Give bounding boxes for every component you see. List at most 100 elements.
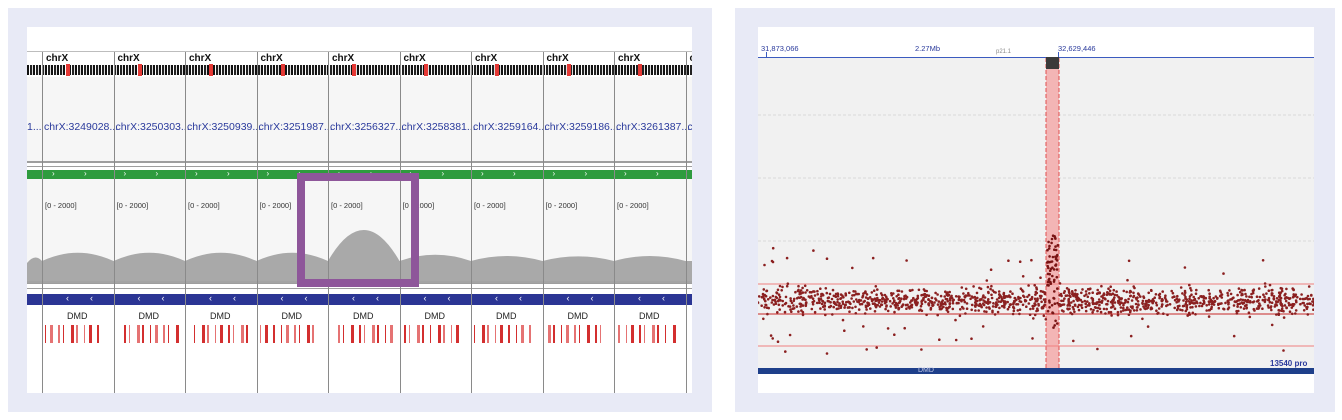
exon-mark <box>215 325 216 343</box>
locus-label[interactable]: chrX:3259186... <box>544 121 619 133</box>
gene-label[interactable]: DMD <box>138 311 160 321</box>
data-range-label: [0 - 2000] <box>116 201 149 210</box>
column-chrom-label[interactable]: chrX <box>475 53 498 64</box>
locus-label[interactable]: chrX:3261387... <box>616 121 691 133</box>
exon-mark <box>71 325 74 343</box>
exon-mark <box>89 325 92 343</box>
exon-mark <box>298 325 300 343</box>
exon-mark <box>228 325 230 343</box>
exon-mark <box>285 325 289 343</box>
exon-mark <box>311 325 314 343</box>
column-separator <box>42 52 43 393</box>
exon-mark <box>408 325 410 343</box>
locus-label[interactable]: chrX:3256327... <box>330 121 405 133</box>
ideogram-position-marker <box>280 64 285 76</box>
column-chrom-label[interactable]: chrX <box>546 53 569 64</box>
ruler-tick-left <box>766 52 767 57</box>
locus-area <box>27 77 692 161</box>
ruler-right-label: 32,629,446 <box>1058 44 1096 53</box>
locus-label[interactable]: chrX:3250939... <box>187 121 262 133</box>
forward-arrow-icon: › <box>624 169 627 178</box>
exon-mark <box>416 325 420 343</box>
gene-label[interactable]: DMD <box>67 311 88 321</box>
reverse-arrow-icon: ‹ <box>280 293 284 303</box>
exon-mark <box>500 325 503 343</box>
forward-arrow-icon: › <box>155 169 159 178</box>
exon-mark <box>293 325 296 343</box>
column-chrom-label[interactable]: chrX <box>46 53 69 64</box>
exon-mark <box>272 325 275 343</box>
exon-mark <box>149 325 151 343</box>
locus-label[interactable]: chrX:3250303... <box>115 121 190 133</box>
data-range-label: [0 - 2000] <box>617 201 649 210</box>
locus-label-partial-first: 1... <box>27 121 42 133</box>
exon-mark <box>306 325 310 343</box>
exon-mark <box>578 325 580 343</box>
column-chrom-label[interactable]: chrX <box>117 53 140 64</box>
cytoband-label: p21.1 <box>996 49 1012 55</box>
forward-arrow-icon: › <box>656 169 659 178</box>
scatter-points <box>758 234 1314 355</box>
highlighted-region <box>1046 58 1059 368</box>
exon-mark <box>128 325 130 343</box>
exon-mark <box>202 325 205 343</box>
reverse-arrow-icon: ‹ <box>233 293 236 303</box>
locus-label[interactable]: chrX:3249028... <box>44 121 119 133</box>
exon-mark <box>652 325 655 343</box>
exon-mark <box>280 325 282 343</box>
locus-label[interactable]: chrX:3251987... <box>258 121 333 133</box>
forward-arrow-icon: › <box>266 169 270 178</box>
exon-mark <box>547 325 551 343</box>
column-chrom-label[interactable]: chrX <box>403 53 426 64</box>
track-divider <box>27 161 692 163</box>
exon-mark <box>50 325 53 343</box>
reverse-arrow-icon: ‹ <box>423 293 427 303</box>
column-chrom-label[interactable]: chrX <box>332 53 355 64</box>
column-chrom-label[interactable]: c <box>690 53 693 64</box>
exon-mark <box>162 325 165 343</box>
column-chrom-label[interactable]: chrX <box>189 53 212 64</box>
ruler-area <box>758 27 1314 57</box>
column-chrom-label[interactable]: chrX <box>260 53 283 64</box>
gene-label[interactable]: DMD <box>281 311 303 321</box>
locus-label[interactable]: chrX:3259164... <box>473 121 548 133</box>
reverse-strand-track <box>27 294 692 305</box>
reverse-arrow-icon: ‹ <box>304 293 308 303</box>
reverse-arrow-icon: ‹ <box>137 293 141 303</box>
forward-arrow-icon: › <box>513 169 516 178</box>
exon-mark <box>220 325 223 343</box>
exon-mark <box>586 325 590 343</box>
gene-label[interactable]: DMD <box>353 311 374 321</box>
exon-mark <box>45 325 46 343</box>
exon-mark <box>390 325 393 343</box>
locus-label-partial-last[interactable]: c <box>687 121 693 133</box>
gene-track-bar <box>758 368 1314 374</box>
reverse-arrow-icon: ‹ <box>376 293 379 303</box>
exon-mark <box>665 325 666 343</box>
exon-mark <box>136 325 140 343</box>
exon-mark <box>521 325 524 343</box>
gene-label[interactable]: DMD <box>424 311 446 321</box>
column-chrom-label[interactable]: chrX <box>618 53 641 64</box>
exon-mark <box>246 325 248 343</box>
ideogram-position-marker <box>566 64 571 76</box>
track-divider-4 <box>27 288 692 289</box>
exon-mark <box>343 325 344 343</box>
reverse-arrow-icon: ‹ <box>447 293 451 303</box>
exon-mark <box>338 325 340 343</box>
gene-label[interactable]: DMD <box>567 311 589 321</box>
gene-label[interactable]: DMD <box>496 311 517 321</box>
exon-mark <box>63 325 64 343</box>
scatter-track-view: 31,873,066 2.27Mb 32,629,446 p21.1 DMD 1… <box>758 27 1314 393</box>
plot-area <box>758 58 1314 368</box>
forward-arrow-icon: › <box>195 169 198 178</box>
exon-mark <box>450 325 452 343</box>
multi-locus-track-view: chrX chrX chrX chrX chrX chrX chrX chrX chrX c 1.… <box>27 27 692 393</box>
exon-mark <box>508 325 510 343</box>
column-separator <box>685 52 687 393</box>
locus-label[interactable]: chrX:3258381... <box>401 121 476 133</box>
gene-label[interactable]: DMD <box>639 311 660 321</box>
ruler-tick-right <box>1058 52 1059 57</box>
gene-label[interactable]: DMD <box>210 311 231 321</box>
exon-mark <box>403 325 406 343</box>
